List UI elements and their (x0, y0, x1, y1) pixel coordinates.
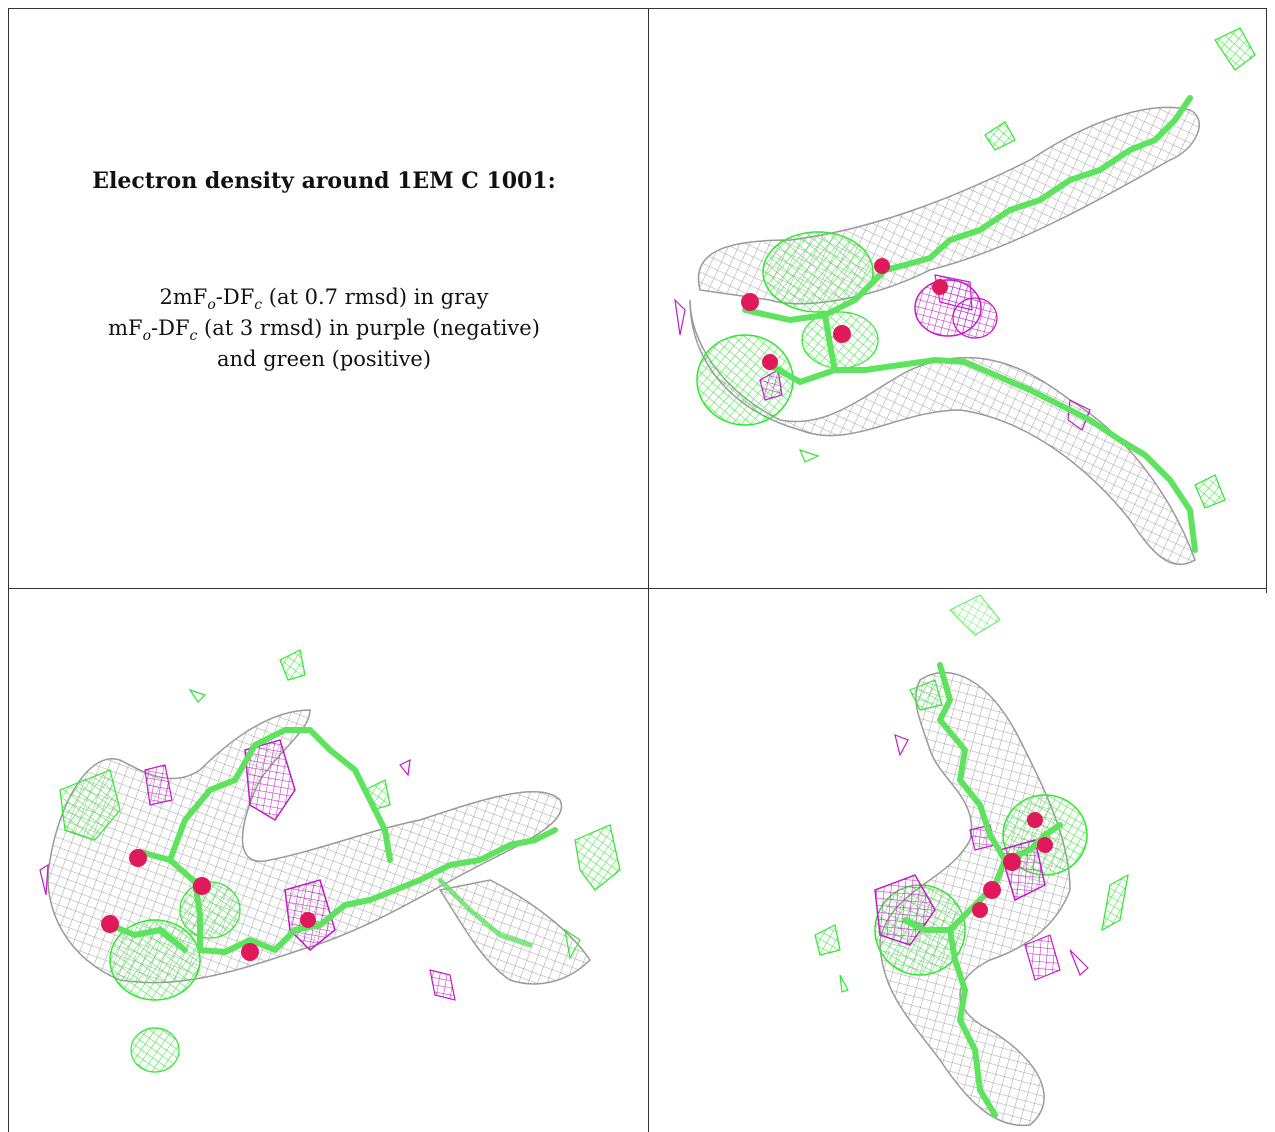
mesh-positive-green (696, 27, 1256, 509)
view-top-right (650, 10, 1265, 587)
density-render-bottom-left (39, 649, 621, 1073)
grid-line-left (8, 8, 9, 1132)
mesh-negative-purple (674, 274, 1091, 431)
grid-line-right (1266, 8, 1267, 593)
ligand-sticks (742, 95, 1198, 553)
oxygen-atoms (741, 258, 948, 370)
caption-line-2fofc: 2mFo-DFc (at 0.7 rmsd) in gray (159, 285, 489, 314)
caption-cell: Electron density around 1EM C 1001: 2mFo… (0, 0, 648, 588)
view-bottom-left (10, 590, 647, 1132)
oxygen-atoms (972, 812, 1053, 918)
grid-line-middle (8, 588, 1267, 589)
density-render-top-right (674, 27, 1256, 566)
ligand-sticks (107, 727, 558, 955)
oxygen-atoms (101, 849, 316, 961)
mesh-2fofc-gray (47, 709, 591, 985)
density-render-bottom-right (814, 594, 1129, 1127)
view-bottom-right (650, 590, 1265, 1132)
grid-line-top (8, 8, 1267, 9)
caption-line-fofc: mFo-DFc (at 3 rmsd) in purple (negative) (108, 316, 540, 345)
caption-line-colors: and green (positive) (216, 347, 432, 371)
caption-title: Electron density around 1EM C 1001: (92, 168, 556, 194)
grid-line-center (648, 8, 649, 1132)
caption-body: 2mFo-DFc (at 0.7 rmsd) in gray mFo-DFc (… (0, 282, 648, 375)
